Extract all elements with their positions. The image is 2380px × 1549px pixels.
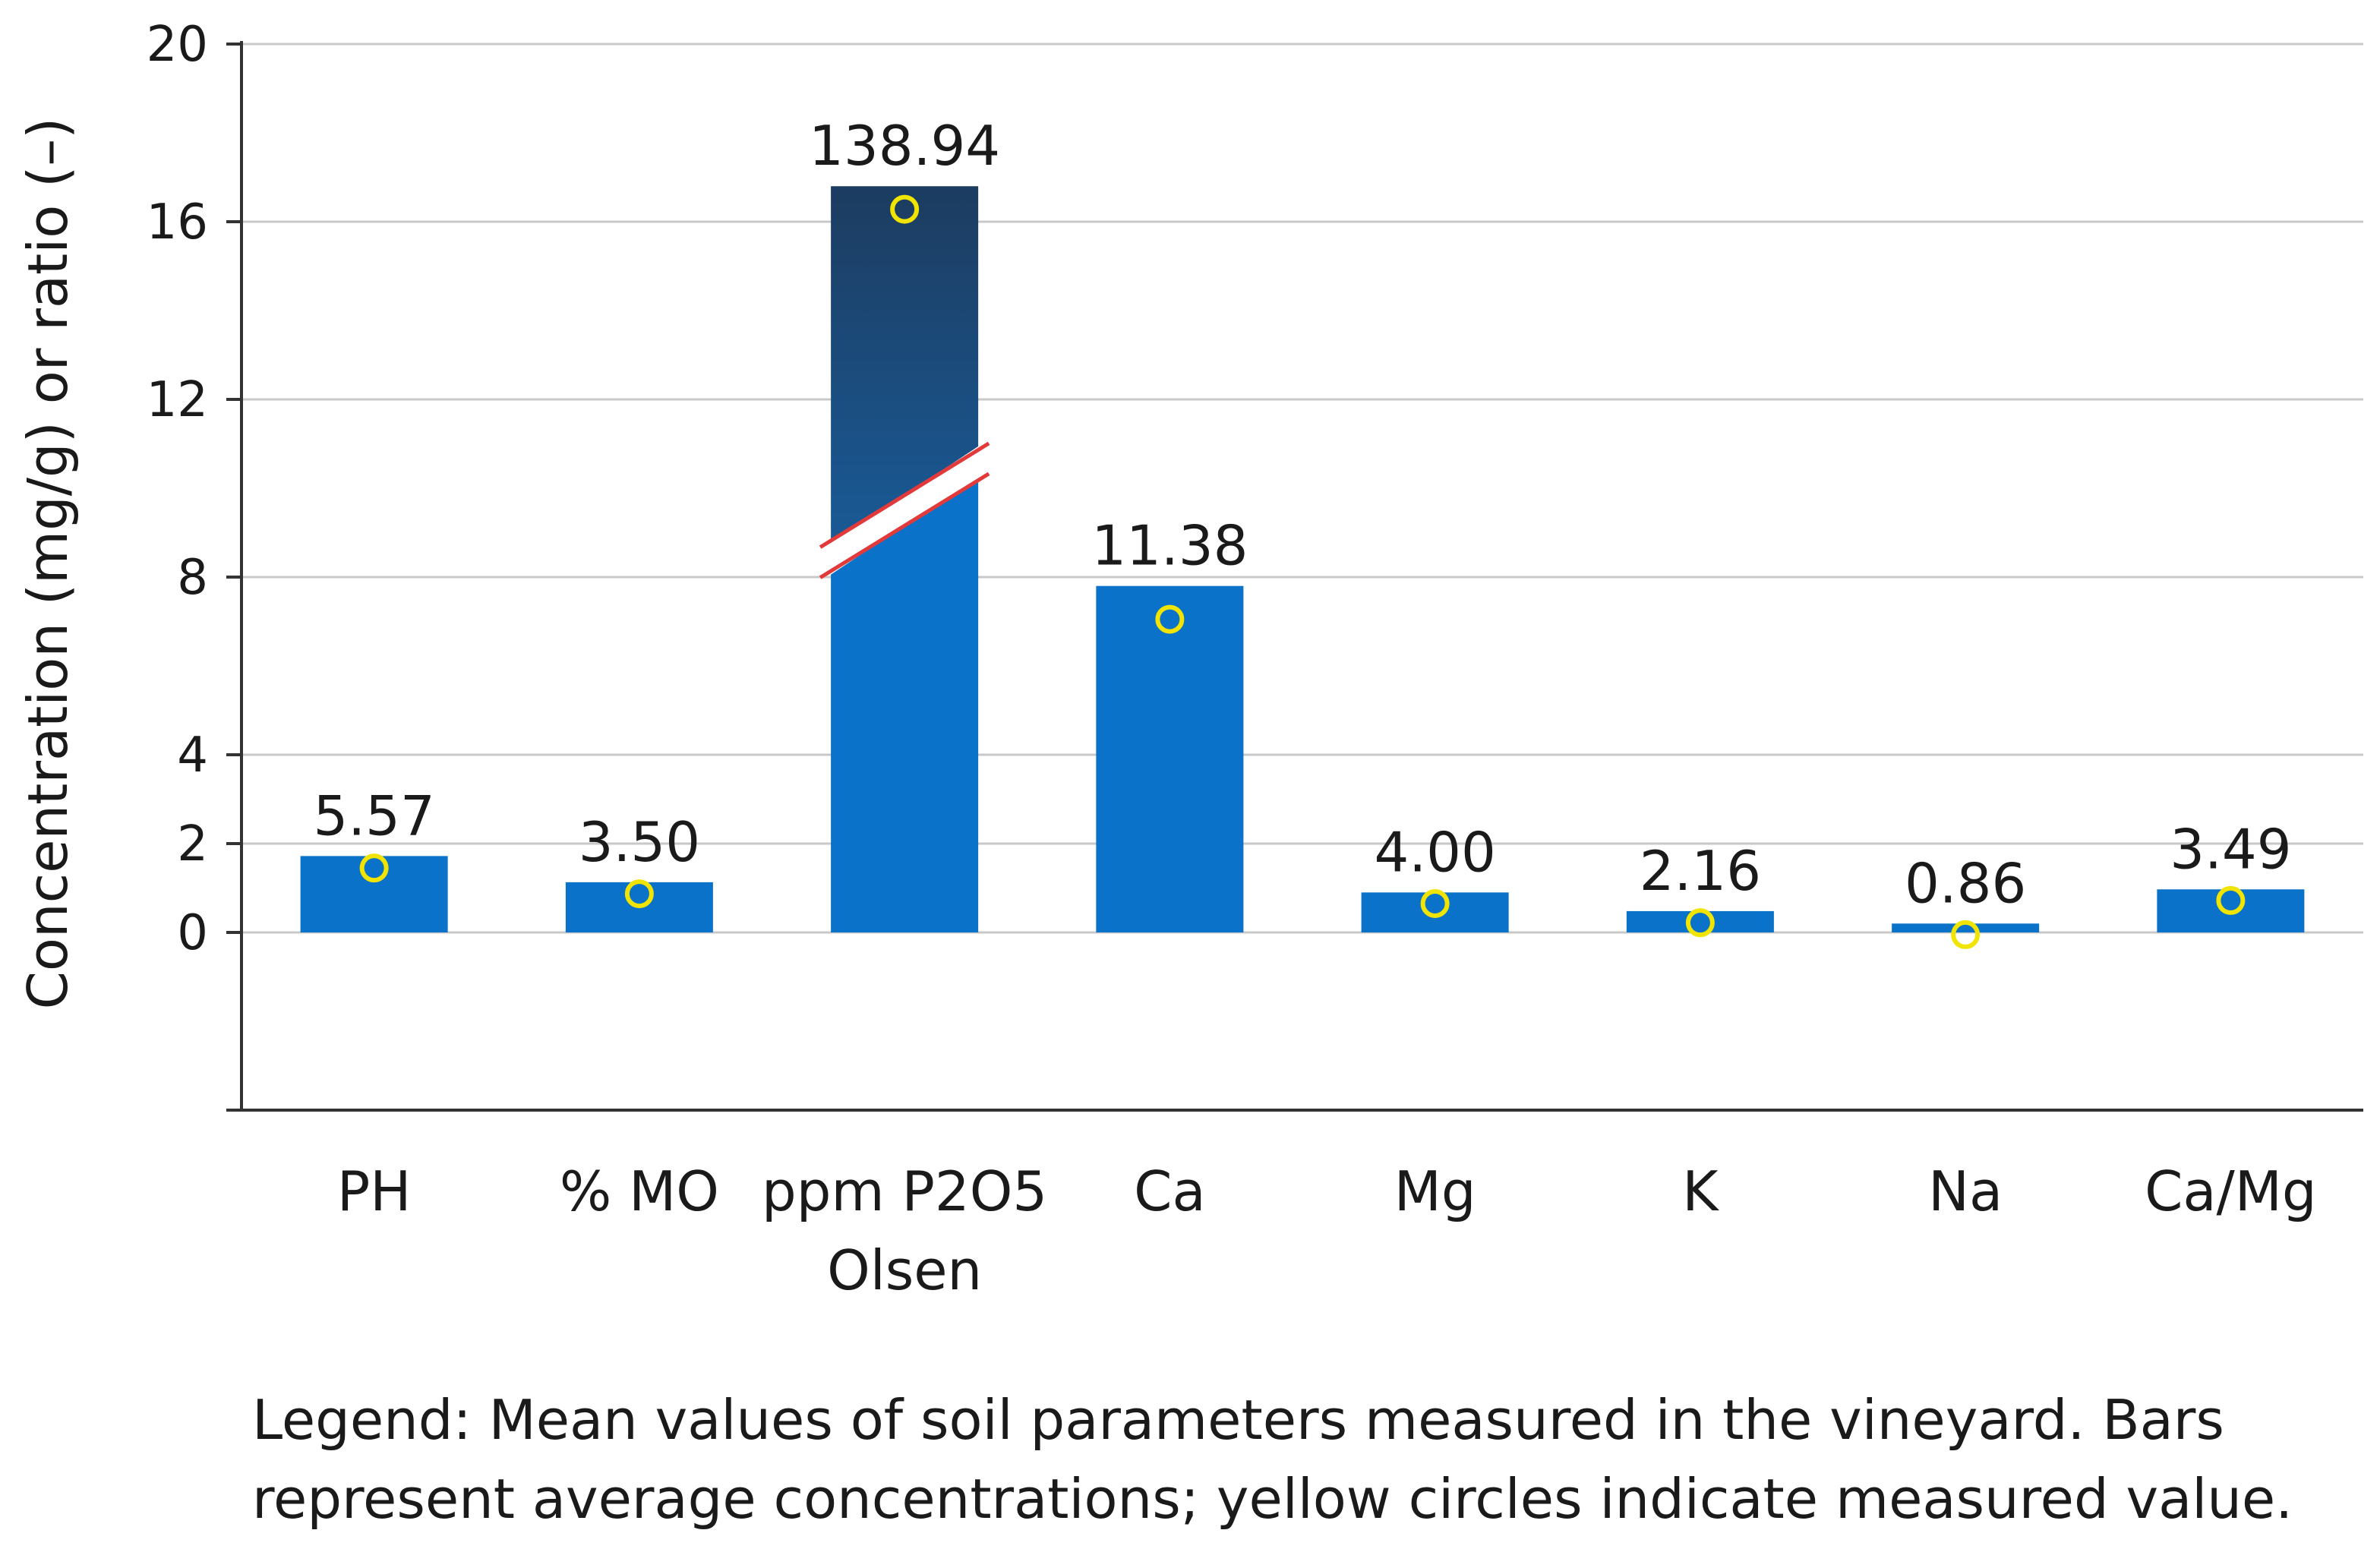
bar-ca-mg-marker: [2216, 885, 2246, 915]
bar-ca-marker: [1155, 604, 1185, 634]
bar-chart: 0 2 4 8 12 16 20 5.57 3.50 138.94 11.38 4.00 2.16 0.…: [16, 17, 2363, 1302]
bar-k-value-label: 2.16: [1640, 839, 1761, 903]
bar-mg: [1361, 892, 1509, 932]
bar-ph: [300, 856, 448, 932]
y-axis-label: Concentration (mg/g) or ratio (–): [16, 118, 80, 1010]
legend-line-2: represent average concentrations; yellow…: [252, 1467, 2293, 1531]
bar-na-category-label-1: Na: [1928, 1159, 2003, 1223]
bar-ppm-p2o5-olsen-category-label-2: Olsen: [827, 1238, 982, 1302]
bar-ppm-p2o5-olsen-break-line-top: [819, 441, 990, 549]
bar-ca-value-label: 11.38: [1091, 514, 1248, 578]
bar-ppm-p2o5-olsen-value-label: 138.94: [809, 114, 1000, 178]
bar-ppm-p2o5-olsen-category-label-1: ppm P2O5: [762, 1159, 1047, 1223]
bar-ppm-p2o5-olsen-marker: [890, 194, 920, 224]
bar-ca-mg-category-label-1: Ca/Mg: [2145, 1159, 2316, 1223]
bar-ph-category-label-1: PH: [337, 1159, 412, 1223]
y-tick-label-2: 2: [177, 816, 208, 872]
bar-mo-category-label-1: % MO: [560, 1159, 719, 1223]
legend-line-1: Legend: Mean values of soil parameters m…: [252, 1388, 2224, 1452]
bar-ca-category-label-1: Ca: [1134, 1159, 1205, 1223]
y-tick-label-16: 16: [147, 194, 208, 251]
gridlines: [241, 43, 2363, 934]
category-labels: PH % MO ppm P2O5 Olsen Ca Mg K Na Ca/Mg: [337, 1159, 2317, 1302]
bar-na-marker: [1951, 920, 1981, 949]
y-tick-label-12: 12: [147, 372, 208, 428]
bar-na-value-label: 0.86: [1905, 851, 2026, 915]
y-tick-label-8: 8: [177, 550, 208, 606]
y-tick-label-0: 0: [177, 905, 208, 961]
bar-na: [1892, 923, 2040, 932]
bar-k: [1626, 910, 1774, 932]
bar-mo-value-label: 3.50: [579, 810, 700, 874]
bar-ppm-p2o5-olsen-break-line-bottom: [819, 472, 990, 579]
bar-ca-mg-value-label: 3.49: [2170, 817, 2291, 881]
y-tick-label-20: 20: [147, 17, 208, 73]
bar-mo-marker: [624, 879, 654, 909]
bar-ppm-p2o5-olsen-break-gap: [820, 443, 990, 578]
bar-ph-marker: [359, 853, 389, 883]
bars: [300, 186, 2305, 949]
axes: 0 2 4 8 12 16 20: [147, 17, 2363, 1112]
bar-ph-value-label: 5.57: [313, 784, 434, 847]
data-labels: 5.57 3.50 138.94 11.38 4.00 2.16 0.86 3.49: [313, 114, 2291, 915]
bar-mg-value-label: 4.00: [1374, 820, 1495, 884]
bar-ca: [1096, 585, 1244, 932]
bar-ppm-p2o5-olsen-upper: [831, 186, 979, 544]
bar-mg-marker: [1420, 888, 1450, 918]
bar-k-marker: [1685, 908, 1715, 938]
legend-caption: Legend: Mean values of soil parameters m…: [252, 1380, 2318, 1538]
bar-k-category-label-1: K: [1682, 1159, 1719, 1223]
bar-mg-category-label-1: Mg: [1394, 1159, 1476, 1223]
bar-ppm-p2o5-olsen-lower: [831, 476, 979, 932]
y-tick-label-4: 4: [177, 727, 208, 784]
